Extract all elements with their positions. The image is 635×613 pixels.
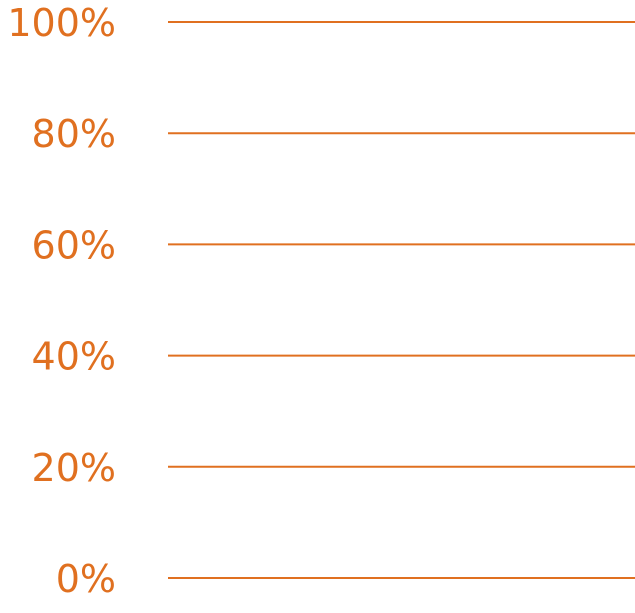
y-tick-label: 20% (32, 446, 116, 490)
y-tick-label: 80% (32, 112, 116, 156)
y-tick-label: 100% (7, 1, 116, 45)
y-tick-label: 0% (56, 557, 116, 601)
y-tick-label: 60% (32, 223, 116, 267)
y-tick-label: 40% (32, 335, 116, 379)
